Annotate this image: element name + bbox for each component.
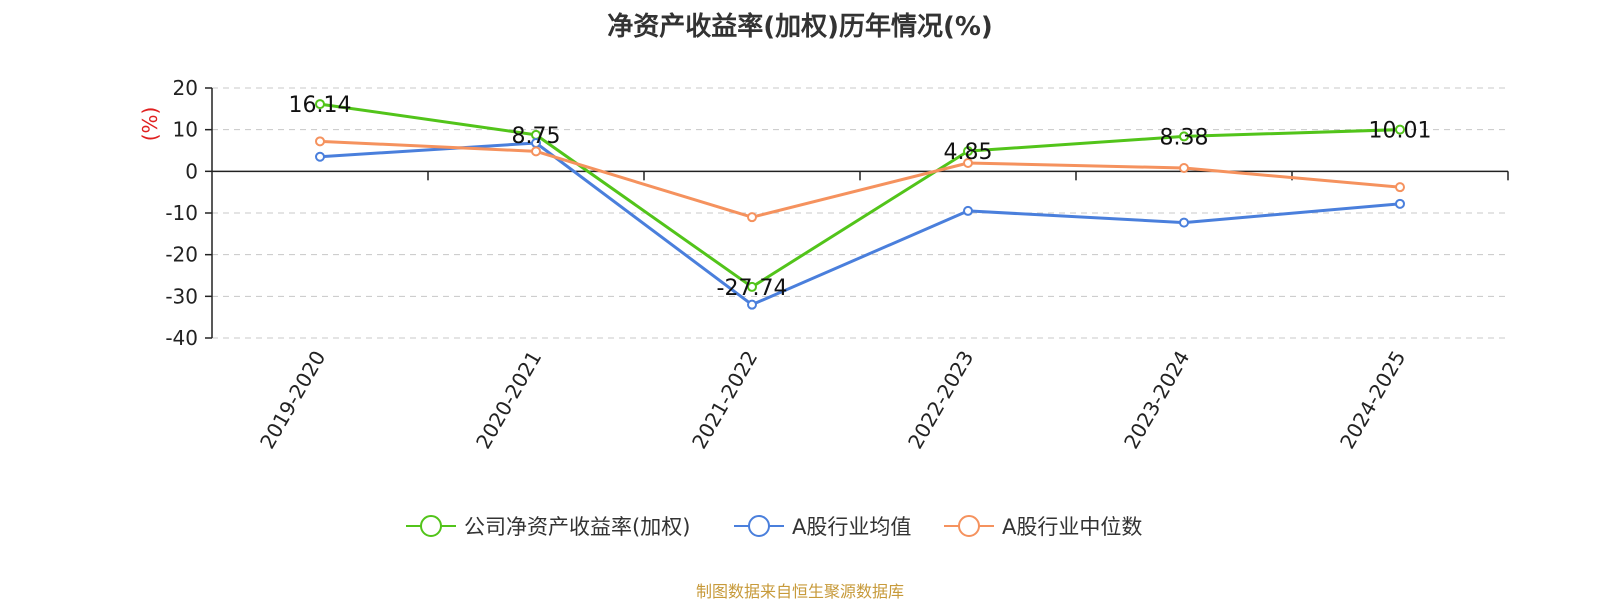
data-point — [1395, 182, 1405, 193]
data-labels: 16.14 8.75 -27.74 4.85 8.38 10.01 — [289, 93, 1432, 301]
legend-item[interactable]: A股行业均值 — [734, 515, 911, 539]
data-point — [747, 281, 757, 292]
legend-marker-icon — [748, 515, 770, 537]
series-line — [319, 141, 1401, 307]
legend-item[interactable]: A股行业中位数 — [944, 515, 1142, 539]
y-tick-label: -20 — [165, 243, 198, 267]
data-point — [315, 136, 325, 147]
data-point — [531, 146, 541, 157]
data-point — [963, 205, 973, 216]
series-line — [319, 102, 1401, 289]
data-point — [1179, 217, 1189, 228]
y-axis-label: (%) — [138, 107, 162, 142]
x-tick-label: 2021-2022 — [687, 347, 762, 453]
legend-label: 公司净资产收益率(加权) — [464, 515, 690, 539]
y-tick-label: 0 — [185, 159, 198, 183]
data-label: 4.85 — [944, 140, 993, 165]
legend-item[interactable]: 公司净资产收益率(加权) — [406, 515, 690, 539]
data-point — [1395, 198, 1405, 209]
x-tick-label: 2023-2024 — [1119, 347, 1194, 453]
data-label: 8.38 — [1160, 125, 1209, 150]
x-tick-label: 2024-2025 — [1335, 347, 1410, 453]
y-tick-label: -40 — [165, 326, 198, 350]
x-tick-label: 2020-2021 — [471, 347, 546, 453]
grid-lines — [212, 87, 1508, 339]
legend-label: A股行业中位数 — [1002, 515, 1142, 539]
series-layer — [315, 99, 1405, 310]
source-note: 制图数据来自恒生聚源数据库 — [695, 582, 904, 601]
data-point — [963, 146, 973, 157]
data-label: 10.01 — [1369, 119, 1432, 144]
y-tick-label: -10 — [165, 201, 198, 225]
data-point — [315, 151, 325, 162]
data-point — [1395, 124, 1405, 135]
y-tick-label: 20 — [173, 76, 198, 100]
legend[interactable]: 公司净资产收益率(加权) A股行业均值 A股行业中位数 — [406, 515, 1142, 539]
legend-label: A股行业均值 — [792, 515, 911, 539]
chart-title: 净资产收益率(加权)历年情况(%) — [607, 12, 993, 42]
data-point — [1179, 163, 1189, 173]
x-tick-label: 2019-2020 — [255, 347, 330, 453]
series-line — [319, 139, 1401, 219]
data-point — [1179, 131, 1189, 142]
data-point — [315, 99, 325, 110]
data-label: -27.74 — [717, 276, 788, 301]
y-tick-label: 10 — [173, 118, 198, 142]
data-label: 8.75 — [512, 124, 561, 149]
legend-marker-icon — [420, 515, 442, 537]
data-point — [747, 212, 757, 223]
legend-marker-icon — [958, 515, 980, 537]
y-tick-label: -30 — [165, 284, 198, 308]
x-tick-label: 2022-2023 — [903, 347, 978, 453]
data-point — [963, 158, 973, 168]
data-point — [747, 299, 757, 310]
data-label: 16.14 — [289, 93, 352, 118]
